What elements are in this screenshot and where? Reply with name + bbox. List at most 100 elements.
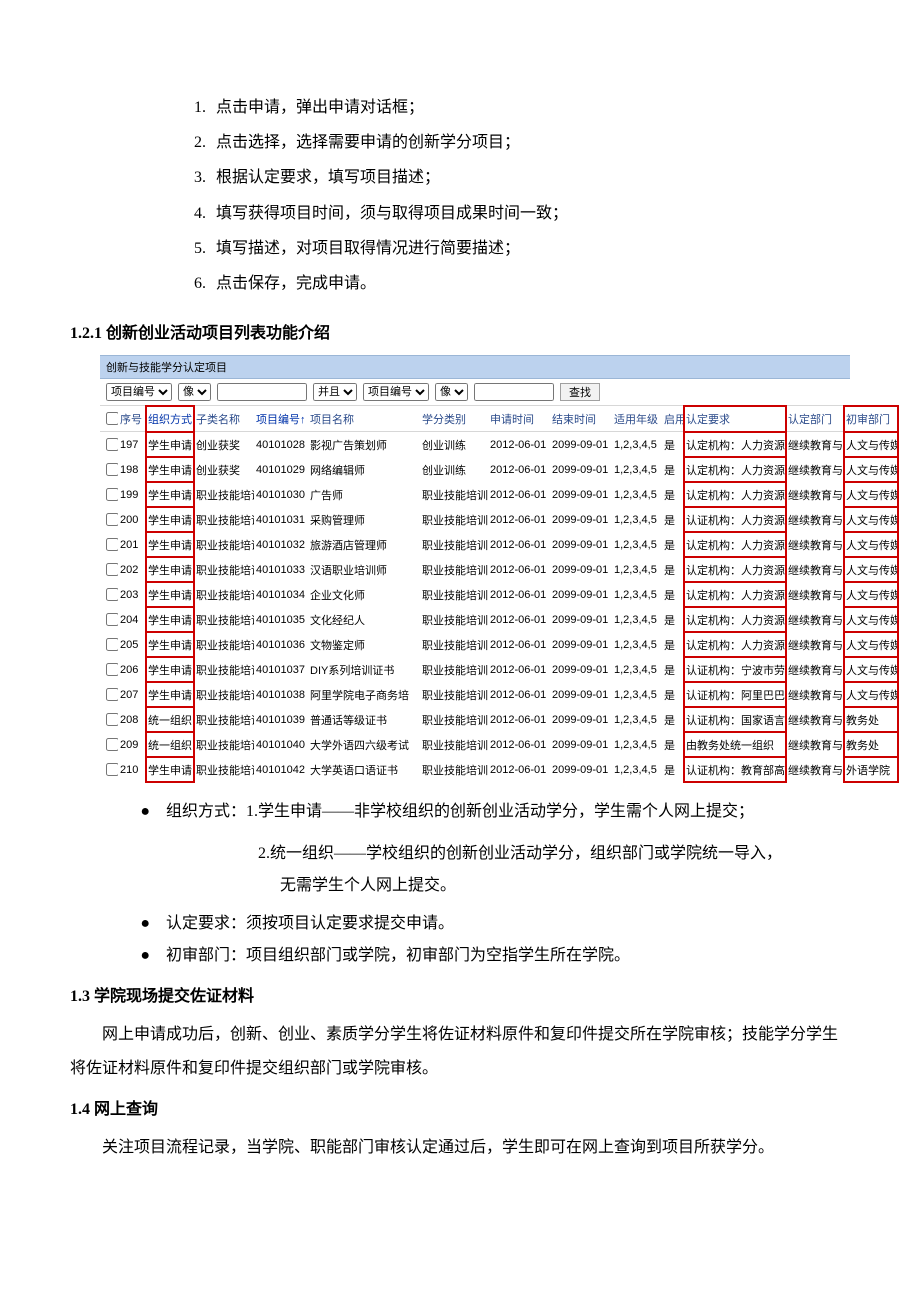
row-checkbox[interactable]	[106, 663, 118, 676]
filter-value-1[interactable]	[217, 383, 307, 401]
row-checkbox[interactable]	[106, 713, 118, 726]
table-titlebar: 创新与技能学分认定项目	[100, 355, 850, 379]
cell: 创业获奖	[194, 457, 254, 482]
cell: 是	[662, 607, 684, 632]
col-index[interactable]: 序号	[120, 414, 142, 426]
filter-value-2[interactable]	[474, 383, 554, 401]
cell: 继续教育与培	[786, 432, 844, 458]
cell: 201	[118, 532, 146, 557]
cell: 继续教育与培	[786, 682, 844, 707]
cell: 职业技能培训	[420, 582, 488, 607]
cell: 文化经纪人	[308, 607, 420, 632]
cell: 统一组织	[146, 707, 194, 732]
cell: 教务处	[844, 732, 898, 757]
note-requirements: 认定要求：须按项目认定要求提交申请。	[166, 908, 850, 940]
row-checkbox[interactable]	[106, 563, 118, 576]
cell: 职业技能培训	[194, 582, 254, 607]
cell: 是	[662, 757, 684, 782]
filter-logic[interactable]: 并且	[313, 383, 357, 401]
cell: 继续教育与培	[786, 707, 844, 732]
row-checkbox[interactable]	[106, 438, 118, 451]
cell: 200	[118, 507, 146, 532]
col-requirements[interactable]: 认定要求	[686, 414, 730, 426]
cell: 职业技能培训	[194, 532, 254, 557]
cell: 1,2,3,4,5	[612, 432, 662, 458]
cell: 职业技能培训	[194, 682, 254, 707]
row-checkbox[interactable]	[106, 588, 118, 601]
cell: 人文与传媒学	[844, 457, 898, 482]
cell: 2012-06-01	[488, 632, 550, 657]
search-button[interactable]: 查找	[560, 383, 600, 401]
cell: 2099-09-01	[550, 507, 612, 532]
col-first-review-dept[interactable]: 初审部门	[846, 414, 890, 426]
cell: 40101029	[254, 457, 308, 482]
table-row: 205学生申请职业技能培训40101036文物鉴定师职业技能培训2012-06-…	[100, 632, 898, 657]
cell: 外语学院	[844, 757, 898, 782]
cell: 人文与传媒学	[844, 432, 898, 458]
cell: 210	[118, 757, 146, 782]
cell: DIY系列培训证书	[308, 657, 420, 682]
cell: 202	[118, 557, 146, 582]
cell: 职业技能培训	[194, 557, 254, 582]
filter-op-1[interactable]: 像	[178, 383, 211, 401]
cell: 职业技能培训	[194, 632, 254, 657]
filter-field-2[interactable]: 项目编号	[363, 383, 429, 401]
table-row: 207学生申请职业技能培训40101038阿里学院电子商务培职业技能培训2012…	[100, 682, 898, 707]
cell: 208	[118, 707, 146, 732]
cell: 影视广告策划师	[308, 432, 420, 458]
cell: 网络编辑师	[308, 457, 420, 482]
col-apply-time[interactable]: 申请时间	[490, 414, 534, 426]
cell: 继续教育与培	[786, 607, 844, 632]
section-1-4-heading: 1.4 网上查询	[70, 1095, 850, 1119]
cell: 学生申请	[146, 757, 194, 782]
cell: 学生申请	[146, 682, 194, 707]
cell: 198	[118, 457, 146, 482]
row-checkbox[interactable]	[106, 688, 118, 701]
cell: 2012-06-01	[488, 607, 550, 632]
select-all-checkbox[interactable]	[106, 412, 118, 425]
step-item: 点击选择，选择需要申请的创新学分项目；	[210, 125, 850, 160]
row-checkbox[interactable]	[106, 763, 118, 776]
cell: 2099-09-01	[550, 632, 612, 657]
col-project-name[interactable]: 项目名称	[310, 414, 354, 426]
filter-field-1[interactable]: 项目编号	[106, 383, 172, 401]
col-auth-dept[interactable]: 认定部门	[788, 414, 832, 426]
note-first-review: 初审部门：项目组织部门或学院，初审部门为空指学生所在学院。	[166, 940, 850, 972]
row-checkbox[interactable]	[106, 613, 118, 626]
step-item: 根据认定要求，填写项目描述；	[210, 160, 850, 195]
col-enabled[interactable]: 启用	[664, 414, 684, 426]
row-checkbox[interactable]	[106, 463, 118, 476]
cell: 2012-06-01	[488, 432, 550, 458]
row-checkbox[interactable]	[106, 538, 118, 551]
col-org-method[interactable]: 组织方式	[148, 414, 192, 426]
col-project-code[interactable]: 项目编号↑	[256, 414, 306, 426]
table-row: 202学生申请职业技能培训40101033汉语职业培训师职业技能培训2012-0…	[100, 557, 898, 582]
cell: 是	[662, 432, 684, 458]
row-checkbox[interactable]	[106, 638, 118, 651]
filter-op-2[interactable]: 像	[435, 383, 468, 401]
col-grades[interactable]: 适用年级	[614, 414, 658, 426]
cell: 采购管理师	[308, 507, 420, 532]
cell: 旅游酒店管理师	[308, 532, 420, 557]
cell: 是	[662, 707, 684, 732]
col-end-time[interactable]: 结束时间	[552, 414, 596, 426]
row-checkbox[interactable]	[106, 738, 118, 751]
table-row: 201学生申请职业技能培训40101032旅游酒店管理师职业技能培训2012-0…	[100, 532, 898, 557]
col-credit-category[interactable]: 学分类别	[422, 414, 466, 426]
cell: 2099-09-01	[550, 557, 612, 582]
col-subtype[interactable]: 子类名称	[196, 414, 240, 426]
cell: 继续教育与培	[786, 507, 844, 532]
row-checkbox[interactable]	[106, 488, 118, 501]
row-checkbox[interactable]	[106, 513, 118, 526]
cell: 继续教育与培	[786, 657, 844, 682]
cell: 普通话等级证书	[308, 707, 420, 732]
cell: 是	[662, 457, 684, 482]
cell: 学生申请	[146, 657, 194, 682]
cell: 40101036	[254, 632, 308, 657]
cell: 认定机构：人力资源	[684, 532, 786, 557]
cell: 1,2,3,4,5	[612, 532, 662, 557]
step-item: 填写描述，对项目取得情况进行简要描述；	[210, 231, 850, 266]
cell: 40101032	[254, 532, 308, 557]
section-1-3-heading: 1.3 学院现场提交佐证材料	[70, 982, 850, 1006]
cell: 职业技能培训	[420, 607, 488, 632]
